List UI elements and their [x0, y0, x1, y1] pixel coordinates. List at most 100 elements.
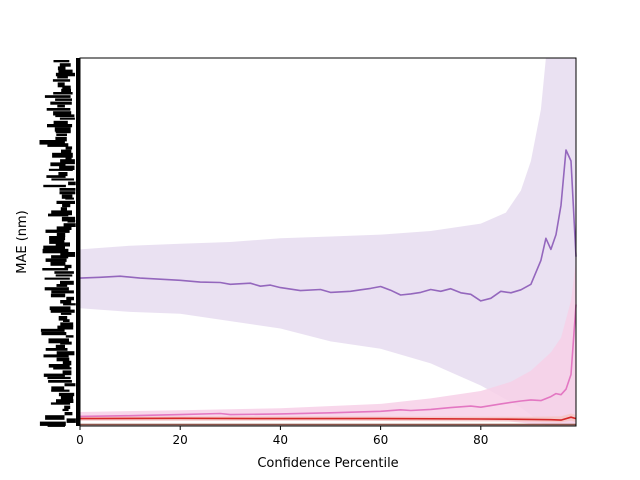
y-tick-glyph — [57, 104, 65, 108]
x-axis-ticks: 0 20 40 60 80 — [76, 426, 488, 447]
y-tick-glyph — [61, 194, 73, 199]
x-axis-label: Confidence Percentile — [257, 456, 398, 471]
y-tick-glyph — [55, 98, 72, 101]
x-tick-label: 60 — [373, 433, 388, 447]
y-tick-glyph — [60, 312, 72, 315]
y-tick-glyph — [43, 184, 66, 188]
y-tick-glyph — [60, 252, 76, 257]
y-tick-glyph — [49, 306, 71, 311]
plot-frame — [79, 57, 577, 427]
y-tick-glyph — [55, 136, 67, 142]
x-tick-label: 0 — [76, 433, 84, 447]
y-tick-glyph — [60, 280, 74, 285]
y-tick-glyph — [63, 303, 76, 306]
y-tick-glyph — [61, 88, 71, 93]
y-tick-glyph — [43, 245, 65, 250]
y-tick-glyph — [50, 309, 75, 313]
y-tick-glyph — [44, 287, 69, 291]
y-tick-glyph — [63, 319, 70, 322]
y-tick-glyph — [48, 380, 72, 383]
y-tick-glyph — [62, 360, 72, 366]
series-1-line — [79, 149, 577, 302]
y-tick-glyph — [41, 332, 67, 336]
y-tick-glyph — [45, 229, 70, 233]
y-tick-glyph — [39, 140, 65, 145]
y-tick-glyph — [45, 415, 65, 420]
y-tick-glyph — [55, 130, 71, 134]
y-tick-glyph — [53, 120, 68, 125]
y-tick-glyph — [61, 149, 72, 154]
y-tick-glyph — [62, 370, 72, 376]
y-tick-glyph — [50, 162, 66, 167]
y-tick-glyph — [56, 351, 75, 356]
y-tick-glyph — [48, 213, 69, 217]
y-tick-glyph — [64, 264, 72, 269]
y-tick-glyph — [45, 258, 67, 262]
y-tick-glyph — [56, 200, 75, 204]
y-tick-glyph — [42, 248, 69, 254]
y-tick-glyph — [56, 399, 74, 403]
y-tick-glyph — [42, 268, 69, 271]
y-tick-glyph — [59, 63, 71, 67]
y-tick-glyph — [56, 133, 67, 136]
y-tick-glyph — [49, 239, 65, 244]
y-tick-glyph — [63, 223, 76, 227]
y-tick-glyph — [48, 168, 73, 171]
y-tick-glyph — [45, 348, 68, 351]
x-tick-label: 40 — [273, 433, 288, 447]
y-tick-glyph — [60, 207, 67, 211]
y-tick-glyph — [61, 216, 76, 222]
y-tick-glyph — [62, 85, 71, 91]
y-tick-glyph — [52, 79, 71, 82]
y-tick-glyph — [51, 290, 74, 294]
y-tick-glyph — [39, 421, 66, 426]
y-tick-glyph — [58, 392, 75, 397]
y-tick-glyph — [50, 101, 72, 105]
y-tick-glyph — [65, 197, 74, 200]
y-tick-glyph — [54, 127, 71, 132]
x-tick-label: 80 — [473, 433, 488, 447]
y-tick-glyph — [60, 159, 75, 165]
y-tick-glyph — [57, 82, 65, 88]
y-tick-glyph — [48, 338, 69, 344]
y-tick-glyph — [65, 335, 74, 338]
y-tick-glyph — [58, 316, 68, 321]
y-tick-glyph — [43, 373, 65, 377]
y-tick-glyph — [59, 165, 75, 170]
y-tick-glyph — [46, 108, 71, 111]
y-tick-glyph — [55, 114, 75, 118]
y-tick-glyph — [68, 181, 76, 186]
y-tick-glyph — [55, 344, 65, 349]
y-tick-glyph — [57, 66, 66, 71]
series-1-band — [80, 58, 576, 426]
y-tick-glyph — [60, 322, 74, 327]
y-tick-glyph — [53, 111, 72, 116]
y-tick-glyph — [47, 143, 69, 147]
y-tick-labels-illegible — [39, 58, 80, 427]
y-tick-glyph — [54, 271, 74, 274]
y-tick-glyph — [56, 226, 72, 230]
y-tick-glyph — [65, 156, 72, 160]
y-tick-glyph — [62, 204, 71, 208]
y-tick-glyph — [55, 242, 70, 247]
y-tick-glyph — [64, 383, 76, 387]
y-tick-glyph — [53, 92, 73, 95]
y-tick-glyph — [59, 188, 76, 191]
x-tick-label: 20 — [173, 433, 188, 447]
y-tick-glyph — [67, 220, 76, 223]
y-tick-glyph — [44, 277, 70, 280]
y-tick-glyph — [66, 296, 74, 301]
y-tick-glyph — [58, 69, 73, 74]
y-tick-glyph — [52, 152, 73, 158]
y-tick-glyph — [51, 178, 74, 181]
y-tick-glyph — [62, 408, 69, 412]
y-axis-label: MAE (nm) — [15, 210, 30, 274]
y-tick-glyph — [46, 175, 66, 178]
series-2-band — [80, 260, 576, 426]
y-tick-glyph — [64, 405, 71, 409]
y-tick-glyph — [60, 396, 74, 400]
y-tick-glyph — [50, 293, 66, 298]
y-tick-glyph — [51, 210, 72, 216]
y-tick-glyph — [64, 412, 73, 416]
